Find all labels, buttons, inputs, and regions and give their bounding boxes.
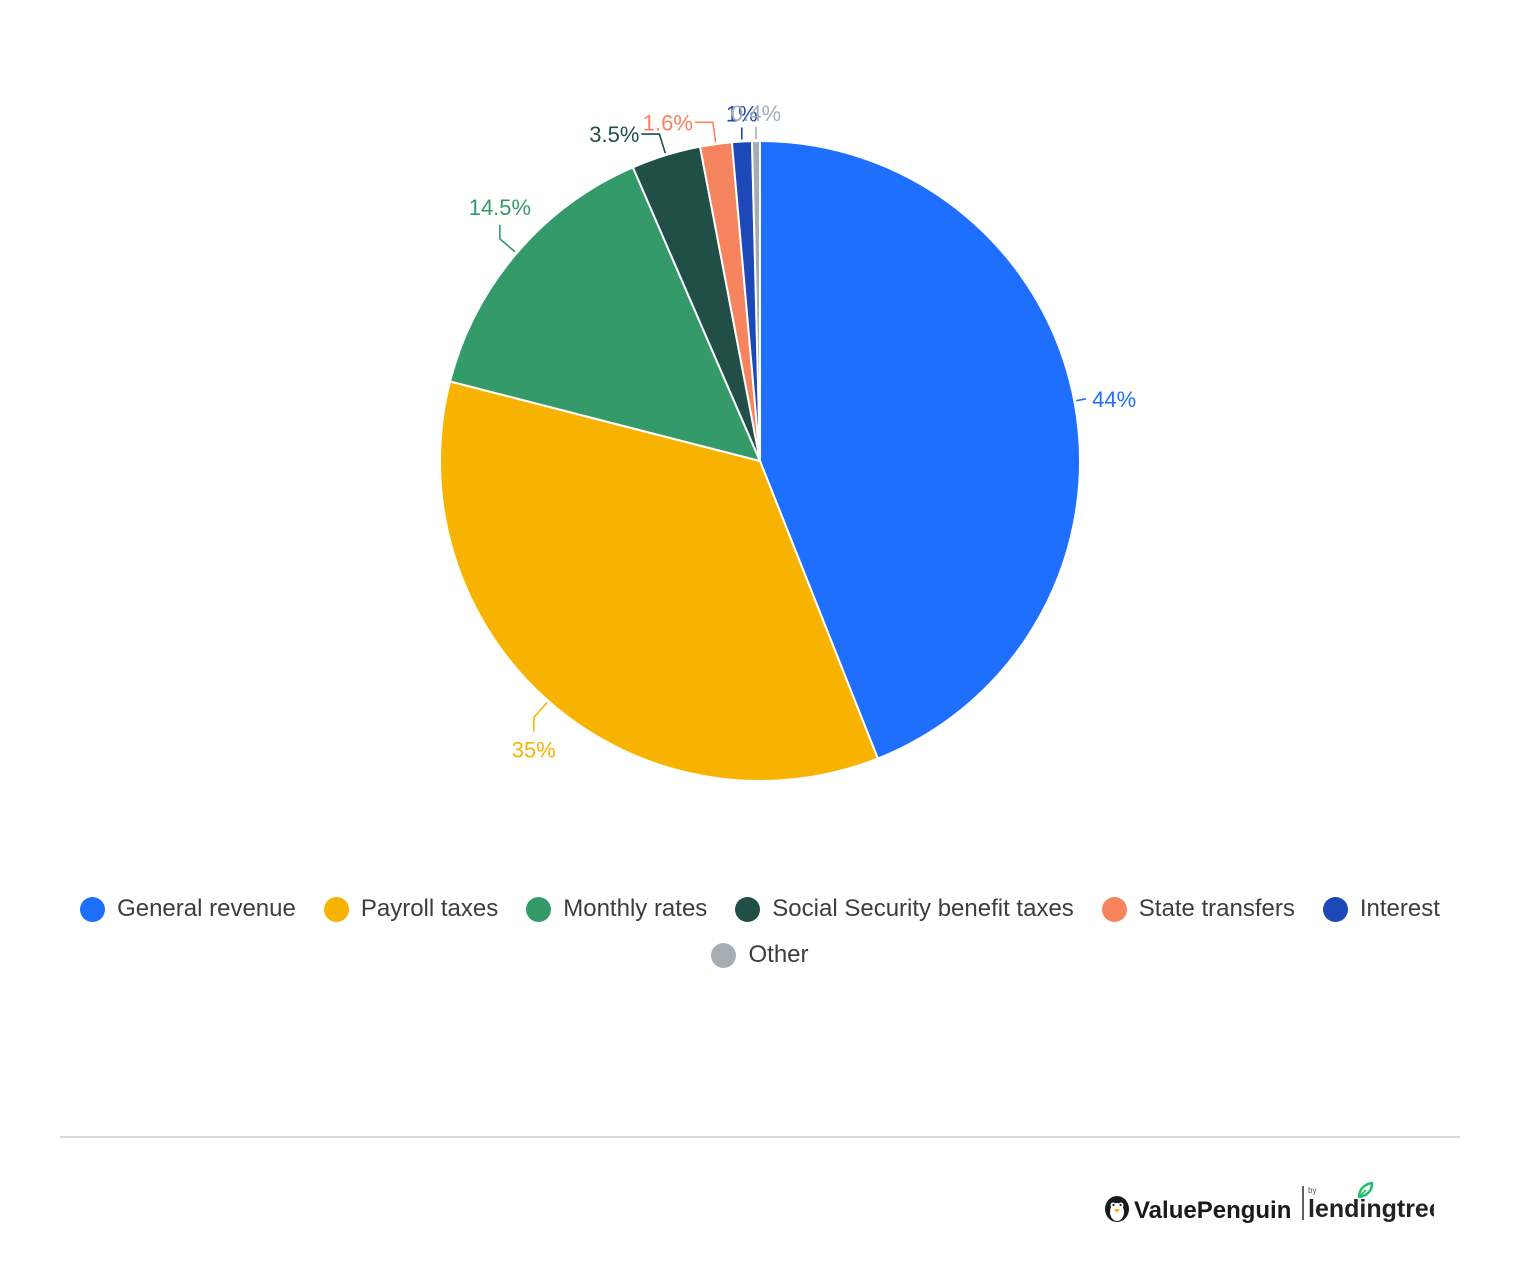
legend-label: Social Security benefit taxes (772, 895, 1074, 922)
legend-swatch (526, 896, 552, 922)
legend-item-other[interactable]: Other (711, 941, 809, 969)
leader-line-monthly-rates (499, 224, 516, 253)
pie-slice-payroll-taxes (439, 380, 879, 782)
pie-leader-lines (499, 121, 1087, 732)
legend-label: General revenue (117, 895, 296, 922)
brand-secondary: lendingtree (1308, 1195, 1434, 1223)
leaf-icon (1357, 1181, 1374, 1199)
leader-line-payroll-taxes (532, 701, 548, 732)
data-label-state-transfers: 1.6% (643, 110, 693, 135)
legend-item-state-transfers[interactable]: State transfers (1101, 895, 1295, 923)
legend-swatch (711, 942, 737, 968)
legend-swatch (1101, 896, 1127, 922)
penguin-icon (1105, 1196, 1129, 1222)
footer-divider (60, 1136, 1460, 1138)
legend-label: Monthly rates (563, 895, 708, 922)
leader-line-general-revenue (1076, 398, 1087, 402)
legend-label: Other (748, 941, 809, 968)
pie-slice-other (750, 139, 761, 462)
pie-slices (439, 139, 1082, 782)
legend-item-social-security-benefit-taxes[interactable]: Social Security benefit taxes (735, 895, 1074, 923)
legend-swatch (1322, 896, 1348, 922)
legend-label: Interest (1359, 895, 1440, 922)
legend-swatch (80, 896, 106, 922)
legend-swatch (735, 896, 761, 922)
data-label-payroll-taxes: 35% (512, 738, 556, 763)
pie-slice-monthly-rates (449, 166, 761, 462)
leader-line-social-security-benefit-taxes (641, 133, 667, 154)
data-label-social-security-benefit-taxes: 3.5% (589, 122, 639, 147)
pie-data-labels: 44% 35% 14.5% 3.5% 1.6% 1%0.4% (469, 101, 1136, 763)
legend-label: State transfers (1138, 895, 1295, 922)
pie-slice-general-revenue (759, 140, 1082, 760)
pie-chart: 44% 35% 14.5% 3.5% 1.6% 1%0.4% (439, 101, 1136, 782)
brand-logo: ValuePenguin by lendingtree (1105, 1181, 1434, 1224)
brand-primary: ValuePenguin (1134, 1197, 1291, 1224)
data-label-monthly-rates: 14.5% (469, 195, 531, 220)
legend-item-general-revenue[interactable]: General revenue (80, 895, 296, 923)
data-label-interest: 1% (726, 102, 758, 127)
legend-swatch (323, 896, 349, 922)
legend-label: Payroll taxes (360, 895, 499, 922)
legend-item-payroll-taxes[interactable]: Payroll taxes (323, 895, 499, 923)
data-label-general-revenue: 44% (1092, 387, 1136, 412)
data-label-other: 0.4% (731, 101, 781, 126)
chart-legend: General revenue Payroll taxes Monthly rate… (60, 895, 1460, 969)
legend-item-monthly-rates[interactable]: Monthly rates (526, 895, 707, 923)
leader-line-state-transfers (694, 121, 717, 143)
legend-item-interest[interactable]: Interest (1322, 895, 1440, 923)
brand-by: by (1308, 1186, 1316, 1195)
